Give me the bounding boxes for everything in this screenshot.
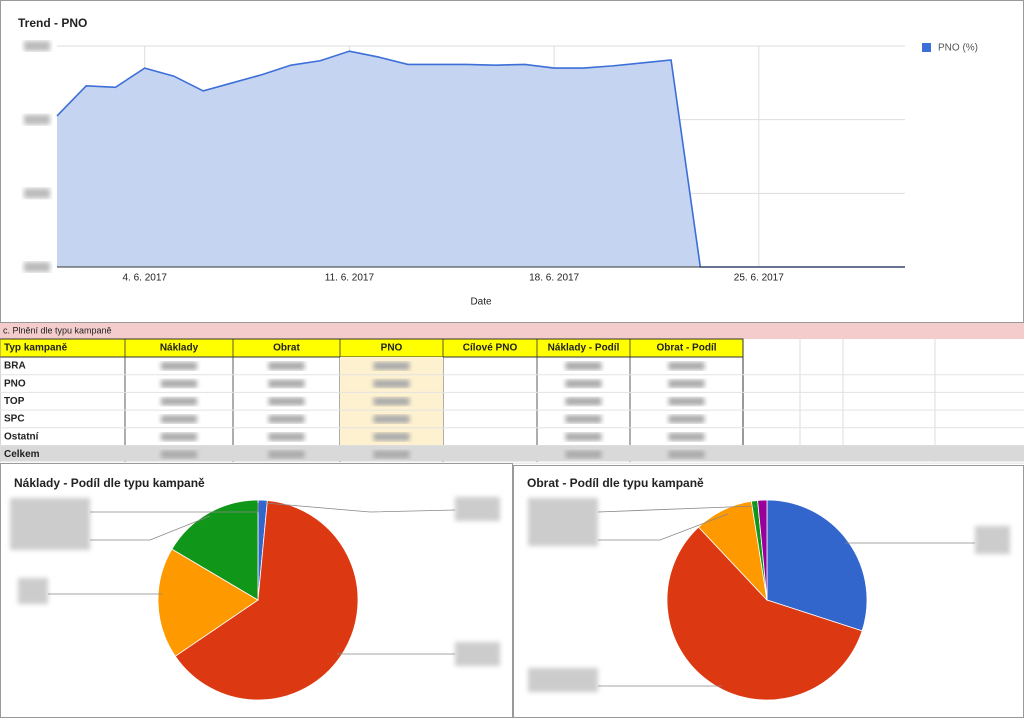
pie-slice <box>666 526 863 701</box>
chart-title: Náklady - Podíl dle typu kampaně <box>14 476 205 490</box>
row-label: BRA <box>4 361 26 372</box>
blurred-cell <box>161 432 197 441</box>
blurred-cell <box>268 415 305 424</box>
blurred-cell <box>373 397 410 406</box>
table: c. Plnění dle typu kampaně Typ kampaně Nák… <box>0 323 1024 464</box>
chart-title: Obrat - Podíl dle typu kampaně <box>527 476 704 490</box>
blurred-cell <box>668 432 705 441</box>
blurred-cell <box>161 450 197 459</box>
blurred-cell <box>565 362 602 370</box>
x-axis-label: Date <box>470 297 492 308</box>
blurred-cell <box>268 379 305 388</box>
row-label: Ostatní <box>4 431 40 442</box>
blurred-cell <box>268 397 305 406</box>
header-row <box>0 338 744 358</box>
blurred-cell <box>161 397 197 406</box>
legend-label: PNO (%) <box>938 43 978 54</box>
column-header: Obrat <box>273 343 300 354</box>
y-tick-label-blurred <box>24 262 50 272</box>
x-tick-label: 18. 6. 2017 <box>529 273 579 284</box>
blurred-cell <box>268 362 305 370</box>
total-row <box>0 445 1024 462</box>
blurred-cell <box>373 362 410 370</box>
legend-swatch <box>922 43 931 52</box>
y-tick-label-blurred <box>24 41 50 51</box>
blurred-cell <box>668 415 705 424</box>
area <box>57 51 905 268</box>
chart-title: Trend - PNO <box>18 16 87 30</box>
pie-slice <box>174 500 359 701</box>
blurred-cell <box>668 397 705 406</box>
blurred-cell <box>565 415 602 424</box>
blurred-labels <box>10 497 1010 692</box>
blurred-cell <box>373 432 410 441</box>
table-title: c. Plnění dle typu kampaně <box>3 325 112 335</box>
pie-slice <box>757 499 768 601</box>
row-label: Celkem <box>4 449 40 460</box>
row-label: TOP <box>4 396 25 407</box>
blurred-cell <box>668 450 705 459</box>
row-label: SPC <box>4 414 25 425</box>
trend-chart: 4. 6. 2017 11. 6. 2017 18. 6. 2017 25. 6. 2… <box>24 41 978 284</box>
y-tick-label-blurred <box>24 188 50 199</box>
column-header: Obrat - Podíl <box>657 343 717 354</box>
blurred-cell <box>373 450 410 459</box>
blurred-cell <box>565 397 602 406</box>
pies <box>157 499 868 701</box>
blurred-cell <box>668 379 705 388</box>
row-label: PNO <box>4 378 26 389</box>
blurred-cell <box>161 362 197 370</box>
title-row <box>0 323 1024 339</box>
x-tick-label: 11. 6. 2017 <box>325 273 375 284</box>
blurred-cell <box>268 432 305 441</box>
blurred-cell <box>161 379 197 388</box>
blurred-cell <box>668 362 705 370</box>
pie-slice <box>766 499 868 632</box>
blurred-cell <box>373 415 410 424</box>
column-header: Typ kampaně <box>4 343 68 354</box>
pie-slice <box>157 548 259 657</box>
blurred-cell <box>268 450 305 459</box>
blurred-cell <box>373 379 410 388</box>
leader-lines <box>48 502 975 687</box>
blurred-cell <box>565 379 602 388</box>
column-header: Náklady - Podíl <box>548 343 620 354</box>
blurred-cell <box>161 415 197 424</box>
column-header: Cílové PNO <box>463 343 518 354</box>
column-header: PNO <box>381 343 403 354</box>
pie-slice <box>171 499 259 601</box>
y-tick-label-blurred <box>24 114 50 125</box>
x-tick-label: 4. 6. 2017 <box>122 273 167 284</box>
blurred-cell <box>565 432 602 441</box>
x-tick-label: 25. 6. 2017 <box>734 273 784 284</box>
blurred-cell <box>565 450 602 459</box>
column-header: Náklady <box>160 343 199 354</box>
